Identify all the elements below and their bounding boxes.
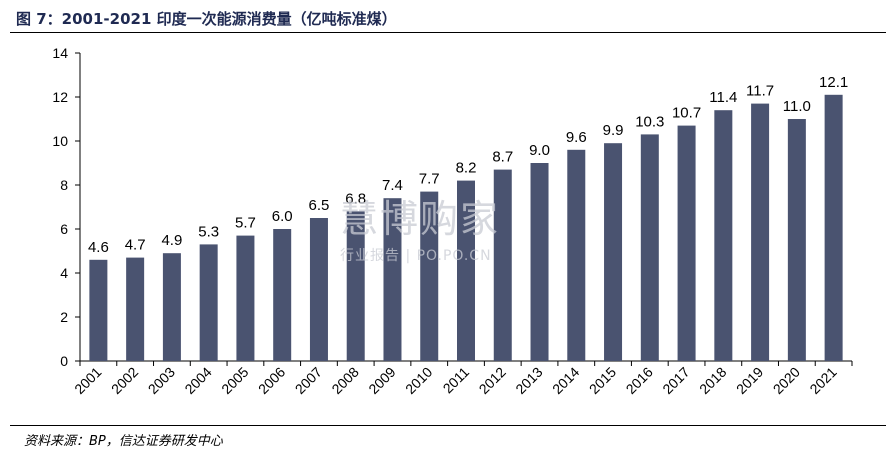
bar-value-label: 6.0 [272,208,293,225]
bar-value-label: 7.7 [419,171,440,188]
bar [420,191,439,361]
x-tick-label: 2020 [770,364,803,397]
bar-chart: 0 2 4 6 8 10 12 14 4.6 2001 4.7 2002 4.9 2003 5.3 2004 5… [52,45,853,397]
title-bar: 图 7：2001-2021 印度一次能源消费量（亿吨标准煤） [10,6,886,33]
bar [640,134,659,361]
x-tick-label: 2011 [440,364,473,397]
bar [677,125,696,361]
bar-value-label: 7.4 [382,177,403,194]
y-tick-label: 14 [52,45,68,61]
x-tick-label: 2015 [586,364,619,397]
x-tick-label: 2010 [402,364,435,397]
x-tick-label: 2009 [365,364,398,397]
x-tick-label: 2001 [71,364,104,397]
bar-value-label: 9.0 [529,142,550,159]
bar-value-label: 12.1 [819,74,848,91]
bar [567,149,586,361]
y-tick-label: 12 [52,89,68,105]
x-tick-label: 2003 [145,364,178,397]
source-bar: 资料来源：BP，信达证券研发中心 [10,425,886,449]
x-tick-label: 2013 [512,364,545,397]
figure-title: 图 7：2001-2021 印度一次能源消费量（亿吨标准煤） [16,10,397,28]
bar [346,211,365,361]
x-tick-label: 2021 [806,364,839,397]
bar-value-label: 10.3 [635,113,664,130]
bar [309,218,328,361]
bar-value-label: 9.9 [603,122,624,139]
bar [457,180,475,361]
bar [824,94,843,362]
bar-value-label: 5.3 [198,223,219,240]
x-tick-label: 2017 [659,364,692,397]
x-tick-label: 2008 [328,364,361,397]
x-tick-label: 2005 [218,364,251,397]
bar [236,235,255,361]
bar-value-label: 10.7 [672,105,701,122]
x-tick-label: 2004 [181,364,214,397]
y-tick-label: 6 [60,221,68,237]
bar-value-label: 9.6 [566,129,587,146]
bar-value-label: 8.2 [456,160,477,177]
x-tick-label: 2012 [476,364,509,397]
bar [530,163,549,361]
source-note: 资料来源：BP，信达证券研发中心 [24,434,223,449]
bar [714,110,733,361]
bar-value-label: 4.9 [161,232,182,249]
bar-value-label: 4.6 [88,239,109,256]
x-tick-label: 2002 [108,364,141,397]
bar [787,119,806,361]
y-tick-label: 2 [60,309,68,325]
bar [383,198,402,361]
y-tick-label: 0 [60,353,68,369]
bar-value-label: 5.7 [235,215,256,232]
x-tick-label: 2016 [623,364,656,397]
bar [493,169,512,361]
bar-value-label: 4.7 [125,237,146,254]
bar [89,259,108,361]
x-tick-label: 2007 [292,364,325,397]
bar [751,103,770,361]
bar-value-label: 11.0 [783,98,811,115]
x-tick-label: 2006 [255,364,288,397]
x-tick-label: 2014 [549,364,582,397]
y-tick-label: 8 [60,177,68,193]
x-tick-label: 2019 [733,364,766,397]
x-tick-label: 2018 [696,364,729,397]
bar-value-label: 11.7 [746,83,774,100]
bar-value-label: 11.4 [709,89,737,106]
bar [273,229,292,361]
bar-value-label: 6.5 [309,197,330,214]
bar-value-label: 6.8 [345,190,366,207]
y-tick-label: 10 [52,133,68,149]
bar [199,244,218,361]
bar-value-label: 8.7 [492,149,513,166]
bar [604,143,623,361]
bar [126,257,145,361]
bar [162,253,181,361]
y-tick-label: 4 [60,265,68,281]
